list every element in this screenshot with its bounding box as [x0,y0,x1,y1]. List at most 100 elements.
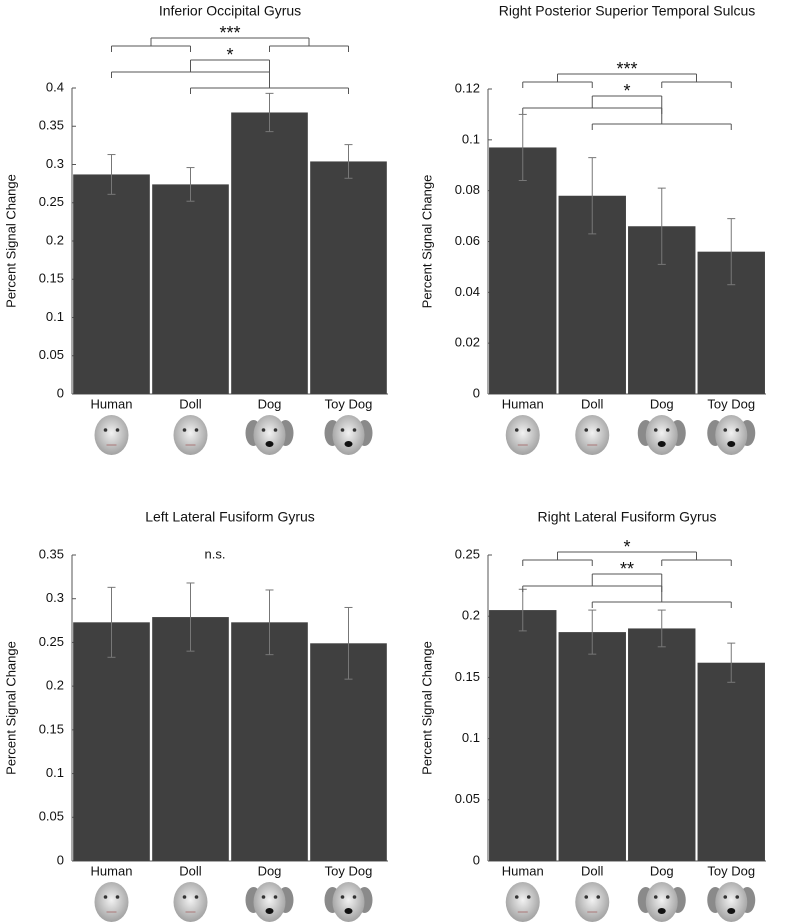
face-icon [103,428,108,432]
face-icon [273,428,278,432]
y-axis-label: Percent Signal Change [419,175,434,309]
significance: * [623,537,630,557]
y-tick-label: 0.1 [462,131,480,146]
x-tick-label: Toy Dog [325,863,373,878]
face-icon [182,895,187,899]
y-tick-label: 0.1 [46,309,64,324]
significance: * [226,45,233,65]
y-tick-label: 0 [57,385,64,400]
face-icon [94,882,129,922]
y-tick-label: 0.35 [39,546,64,561]
x-tick-label: Dog [258,863,282,878]
x-tick-label: Toy Dog [707,863,755,878]
x-tick-label: Human [502,863,544,878]
face-icon [723,895,728,899]
face-icon [653,895,658,899]
y-tick-label: 0.2 [46,678,64,693]
face-icon [340,428,345,432]
bar [628,628,696,861]
y-tick-label: 0 [57,852,64,867]
y-tick-label: 0.04 [455,284,480,299]
x-tick-label: Dog [258,396,282,411]
y-axis-label: Percent Signal Change [419,641,434,775]
face-icon [657,441,666,447]
face-icon [665,428,670,432]
bar [310,161,387,394]
face-icon [727,441,736,447]
face-icon [332,415,365,455]
y-tick-label: 0.05 [39,809,64,824]
y-tick-label: 0.25 [39,634,64,649]
y-tick-label: 0 [473,385,480,400]
face-icon [182,428,187,432]
significance: *** [616,59,637,79]
face-icon [340,895,345,899]
x-tick-label: Dog [650,396,674,411]
x-tick-label: Doll [581,396,604,411]
significance: *** [219,23,240,43]
face-icon [653,428,658,432]
y-tick-label: 0.25 [455,546,480,561]
face-icon [584,428,589,432]
face-icon [194,428,199,432]
face-icon [645,415,678,455]
y-tick-label: 0.15 [455,669,480,684]
x-tick-label: Toy Dog [707,396,755,411]
face-icon [584,895,589,899]
y-tick-label: 0.25 [39,194,64,209]
y-tick-label: 0.05 [39,347,64,362]
face-icon [115,895,120,899]
face-icon [514,895,519,899]
face-icon [665,895,670,899]
face-icon [115,428,120,432]
bar [489,147,557,394]
face-icon [596,895,601,899]
face-icon [194,895,199,899]
face-icon [173,415,208,455]
face-icon [261,895,266,899]
face-icon [103,895,108,899]
face-icon [94,415,129,455]
y-axis-label: Percent Signal Change [3,641,18,775]
y-tick-label: 0.05 [455,791,480,806]
y-tick-label: 0.3 [46,590,64,605]
face-icon [261,428,266,432]
y-tick-label: 0.35 [39,118,64,133]
y-tick-label: 0.1 [46,765,64,780]
significance: n.s. [205,546,226,561]
y-tick-label: 0 [473,852,480,867]
face-icon [505,882,540,922]
x-tick-label: Doll [581,863,604,878]
face-icon [273,895,278,899]
face-icon [352,895,357,899]
significance: ** [620,559,634,579]
face-icon [253,882,286,922]
bar [231,622,308,861]
face-icon [332,882,365,922]
y-tick-label: 0.08 [455,182,480,197]
face-icon [526,428,531,432]
bar [152,617,229,861]
x-tick-label: Toy Dog [325,396,373,411]
y-tick-label: 0.02 [455,335,480,350]
chart-title: Inferior Occipital Gyrus [159,3,301,19]
chart-title: Right Lateral Fusiform Gyrus [538,509,717,525]
y-tick-label: 0.15 [39,721,64,736]
bar [231,112,308,394]
x-tick-label: Human [91,396,133,411]
face-icon [715,415,748,455]
face-icon [575,882,610,922]
y-tick-label: 0.3 [46,156,64,171]
y-tick-label: 0.2 [46,232,64,247]
x-tick-label: Doll [179,396,202,411]
chart-title: Right Posterior Superior Temporal Sulcus [499,3,756,19]
face-icon [727,908,736,914]
face-icon [735,895,740,899]
face-icon [173,882,208,922]
face-icon [344,441,353,447]
bar [697,662,765,861]
face-icon [352,428,357,432]
x-tick-label: Doll [179,863,202,878]
y-tick-label: 0.2 [462,608,480,623]
